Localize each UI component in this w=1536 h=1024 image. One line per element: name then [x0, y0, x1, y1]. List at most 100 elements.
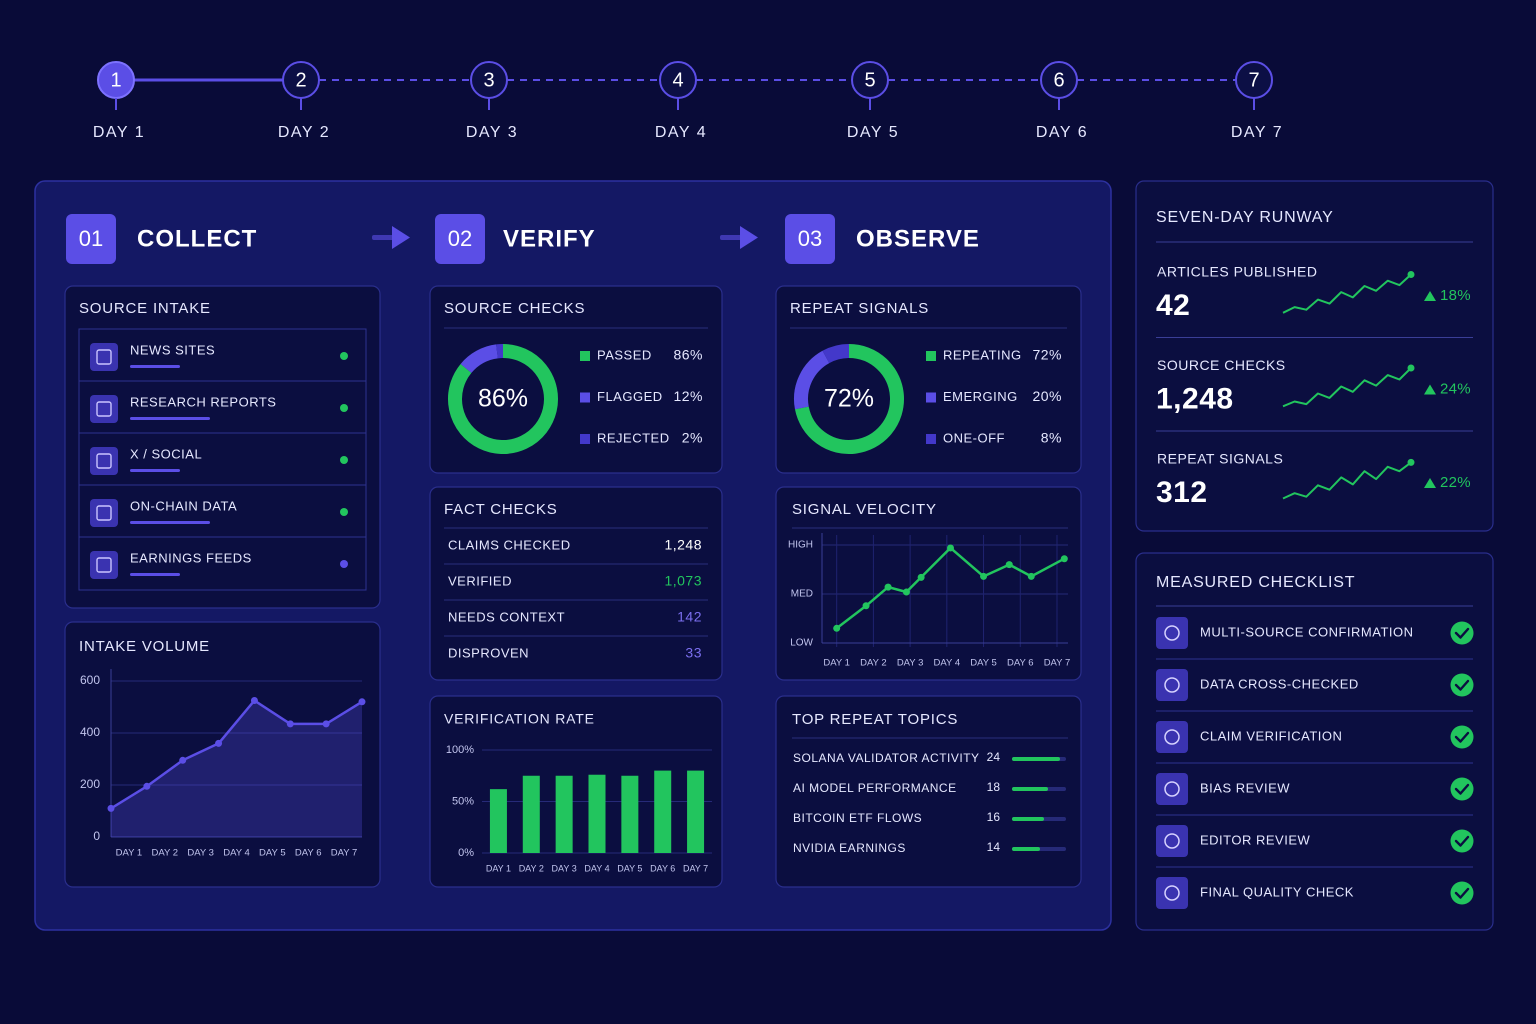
card-title: TOP REPEAT TOPICS	[792, 711, 958, 728]
x-tick-label: DAY 4	[934, 658, 961, 669]
runway-card	[1135, 180, 1494, 532]
point	[286, 720, 294, 728]
sparkline	[1282, 273, 1412, 314]
checklist-card	[1135, 552, 1494, 931]
y-tick-label: 0%	[458, 847, 474, 859]
y-tick-label: 400	[80, 725, 100, 739]
source-label: RESEARCH REPORTS	[130, 394, 276, 409]
card-title: SOURCE CHECKS	[444, 300, 585, 317]
source-label: X / SOCIAL	[130, 446, 202, 461]
metric-change: 24%	[1440, 380, 1471, 397]
sparkline-end	[1407, 271, 1415, 279]
bar	[1012, 787, 1048, 791]
x-tick-label: DAY 7	[1044, 658, 1071, 669]
stage-number: 03	[798, 226, 822, 251]
x-tick-label: DAY 1	[823, 658, 850, 669]
intake-table	[78, 328, 367, 591]
check-icon-glyph	[1164, 625, 1180, 641]
source-label: NEWS SITES	[130, 342, 215, 357]
metric-value: 312	[1156, 476, 1208, 509]
check-label: EDITOR REVIEW	[1200, 832, 1311, 847]
check-label: DATA CROSS-CHECKED	[1200, 676, 1359, 691]
status-dot	[340, 560, 348, 568]
status-dot	[340, 352, 348, 360]
check-label: BIAS REVIEW	[1200, 780, 1290, 795]
bar	[489, 789, 507, 853]
check-icon-glyph	[1164, 833, 1180, 849]
source-bar	[130, 521, 210, 524]
step-label: DAY 6	[1036, 124, 1088, 141]
legend-value: 12%	[673, 388, 703, 404]
bar	[1012, 847, 1040, 851]
x-tick-label: DAY 6	[1007, 658, 1034, 669]
row-label: NEEDS CONTEXT	[448, 609, 565, 624]
point	[833, 624, 841, 632]
point	[917, 573, 925, 581]
source-icon-glyph	[96, 557, 112, 573]
step-number: 7	[1248, 69, 1259, 91]
check-badge	[1450, 777, 1474, 801]
donut-segment	[822, 344, 850, 364]
up-arrow	[1424, 384, 1436, 395]
legend-label: REJECTED	[597, 430, 670, 445]
legend-label: REPEATING	[943, 347, 1022, 362]
topic-value: 14	[987, 840, 1001, 854]
bar	[687, 770, 705, 853]
sparkline	[1282, 461, 1412, 500]
source-bar	[130, 417, 210, 420]
check-icon	[1156, 721, 1188, 753]
sparkline-end	[1407, 364, 1415, 372]
card-title: INTAKE VOLUME	[79, 638, 210, 655]
donut-segment	[448, 344, 558, 454]
row-label: VERIFIED	[448, 573, 512, 588]
step-number: 6	[1053, 69, 1064, 91]
card	[775, 695, 1082, 888]
status-dot	[340, 508, 348, 516]
legend-label: ONE-OFF	[943, 430, 1005, 445]
row-value: 1,248	[664, 537, 702, 553]
source-icon	[90, 395, 118, 423]
source-icon-glyph	[96, 401, 112, 417]
status-dot	[340, 404, 348, 412]
metric-change: 18%	[1440, 287, 1471, 304]
point	[902, 588, 910, 596]
y-tick-label: MED	[791, 589, 813, 600]
sparkline	[1282, 367, 1412, 408]
x-tick-label: DAY 2	[151, 848, 178, 859]
source-label: ON-CHAIN DATA	[130, 498, 237, 513]
point	[322, 720, 330, 728]
topic-label: SOLANA VALIDATOR ACTIVITY	[793, 751, 980, 765]
point	[358, 698, 366, 706]
card	[64, 621, 381, 888]
source-label: EARNINGS FEEDS	[130, 550, 252, 565]
check-mark	[1454, 627, 1470, 639]
sparkline-end	[1407, 458, 1415, 466]
x-tick-label: DAY 5	[259, 848, 286, 859]
x-tick-label: DAY 2	[860, 658, 887, 669]
check-icon	[1156, 669, 1188, 701]
step-label: DAY 1	[93, 124, 145, 141]
point	[947, 544, 955, 552]
row-value: 142	[677, 609, 702, 625]
check-mark	[1454, 783, 1470, 795]
source-bar	[130, 469, 180, 472]
x-tick-label: DAY 3	[897, 658, 924, 669]
card-title: REPEAT SIGNALS	[790, 300, 929, 317]
card-title: MEASURED CHECKLIST	[1156, 574, 1355, 591]
metric-label: SOURCE CHECKS	[1157, 357, 1286, 373]
x-tick-label: DAY 4	[584, 863, 609, 873]
legend-swatch	[926, 351, 936, 361]
check-icon	[1156, 825, 1188, 857]
source-icon-glyph	[96, 349, 112, 365]
x-tick-label: DAY 7	[331, 848, 358, 859]
topic-label: AI MODEL PERFORMANCE	[793, 781, 957, 795]
y-tick-label: LOW	[790, 638, 813, 649]
legend-value: 8%	[1041, 430, 1062, 446]
bar	[621, 775, 639, 853]
topic-label: BITCOIN ETF FLOWS	[793, 811, 922, 825]
step-label: DAY 4	[655, 124, 707, 141]
source-icon-glyph	[96, 453, 112, 469]
check-badge	[1450, 829, 1474, 853]
step-label: DAY 7	[1231, 124, 1283, 141]
